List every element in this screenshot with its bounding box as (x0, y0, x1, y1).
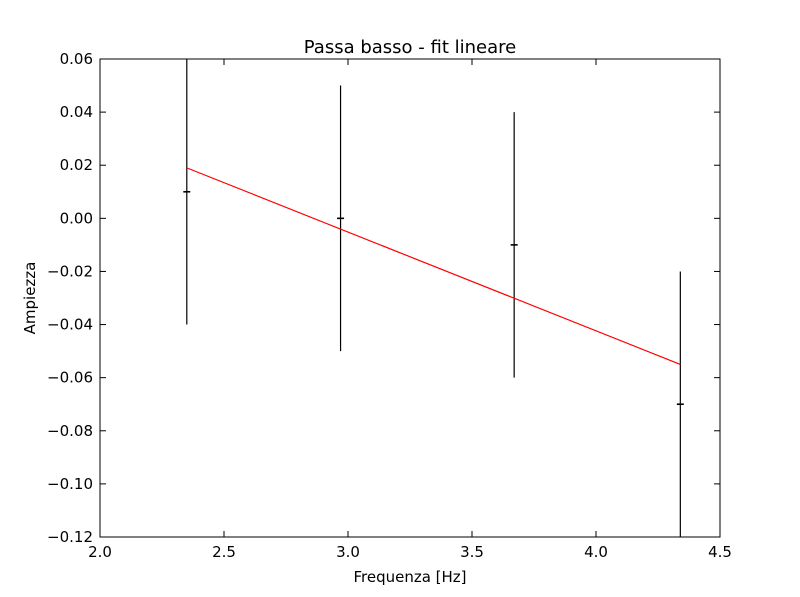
x-axis-label: Frequenza [Hz] (353, 568, 466, 586)
x-tick-label: 3.5 (460, 543, 484, 561)
axis-ticks: 2.0 2.5 3.0 3.5 4.0 4.5 −0.12 −0.10 −0.08 −0.06 −0… (47, 50, 732, 561)
fit-line (186, 167, 681, 365)
x-tick-label: 2.0 (88, 543, 112, 561)
y-tick-label: −0.10 (47, 475, 93, 493)
y-tick-label: −0.08 (47, 422, 93, 440)
y-tick-label: 0.00 (60, 209, 93, 227)
y-tick-label: 0.06 (60, 50, 93, 68)
y-axis-label: Ampiezza (21, 262, 39, 335)
y-tick-label: 0.02 (60, 156, 93, 174)
plot-area (100, 59, 720, 537)
y-tick-label: −0.04 (47, 316, 93, 334)
y-tick-label: −0.12 (47, 528, 93, 546)
data-marks (183, 59, 684, 537)
x-tick-label: 2.5 (212, 543, 236, 561)
x-tick-label: 4.0 (584, 543, 608, 561)
plot-frame (99, 58, 721, 538)
chart-title: Passa basso - fit lineare (304, 37, 516, 58)
y-tick-label: 0.04 (60, 103, 93, 121)
y-tick-label: −0.06 (47, 369, 93, 387)
x-tick-label: 3.0 (336, 543, 360, 561)
x-tick-label: 4.5 (708, 543, 732, 561)
y-tick-label: −0.02 (47, 262, 93, 280)
